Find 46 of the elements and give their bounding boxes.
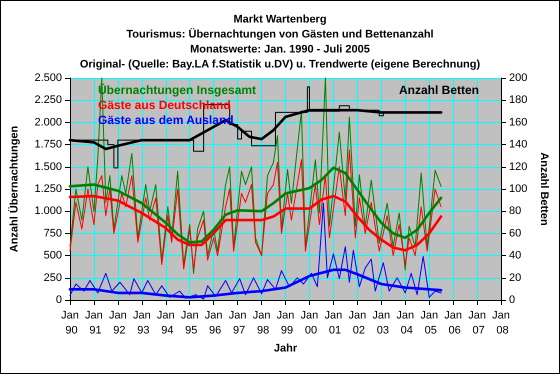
x-tick-label: Jan 02 <box>348 310 366 336</box>
y2-tick-label: 120 <box>509 160 528 173</box>
x-tick-label: Jan 97 <box>228 310 247 336</box>
y-tick-label: 750 <box>44 227 62 240</box>
x-tick-label: Jan 95 <box>180 310 199 336</box>
y-tick-label: 1.750 <box>34 138 62 151</box>
y-tick-label: 0 <box>56 294 62 306</box>
y2-tick-label: 60 <box>509 227 522 240</box>
y-tick-label: 2.000 <box>34 116 62 128</box>
y2-tick-label: 200 <box>509 72 528 84</box>
x-tick-label: Jan 04 <box>396 310 414 336</box>
x-tick-label: Jan 99 <box>276 310 294 336</box>
y2-tick-label: 40 <box>509 250 522 262</box>
y2-axis-title: Anzahl Betten <box>538 152 550 226</box>
x-tick-label: Jan 03 <box>372 310 390 336</box>
y-tick-label: 1.250 <box>34 183 62 195</box>
chart-subtitle: Tourismus: Übernachtungen von Gästen und Bettenanzahl Monatswerte: Jan. 1990 - Juli 2005 Original- (Quelle: Bay.LA f.Statistik u.DV) u. Trendwerte (eigene Berechnung) <box>80 28 480 70</box>
y-tick-label: 500 <box>44 250 62 262</box>
y2-tick-label: 140 <box>509 138 528 151</box>
y2-tick-label: 80 <box>509 205 522 218</box>
x-tick-label: Jan 91 <box>85 310 103 336</box>
y-tick-label: 2.500 <box>34 72 62 84</box>
x-tick-label: Jan 08 <box>492 310 510 336</box>
x-tick-label: Jan 00 <box>300 310 318 336</box>
x-axis-title: Jahr <box>274 342 298 354</box>
x-tick-label: Jan 07 <box>468 310 486 336</box>
x-tick-label: Jan 01 <box>324 310 342 336</box>
x-tick-label: Jan 94 <box>156 310 175 336</box>
y-tick-label: 1.000 <box>34 205 62 218</box>
y2-tick-label: 100 <box>509 183 528 195</box>
x-tick-label: Jan 90 <box>61 310 79 336</box>
y2-tick-label: 0 <box>509 294 516 306</box>
x-tick-label: Jan 05 <box>420 310 438 336</box>
chart-title: Markt Wartenberg <box>233 14 327 26</box>
x-tick-label: Jan 92 <box>108 310 127 336</box>
y-tick-label: 250 <box>44 272 62 284</box>
y2-tick-label: 160 <box>509 116 528 128</box>
x-tick-label: Jan 06 <box>444 310 462 336</box>
y2-tick-label: 20 <box>509 272 522 284</box>
x-tick-label: Jan 96 <box>204 310 223 336</box>
y-tick-label: 1.500 <box>34 160 62 173</box>
y-axis-title: Anzahl Übernachtungen <box>8 125 20 252</box>
y2-tick-label: 180 <box>509 94 528 106</box>
x-tick-label: Jan 98 <box>252 310 270 336</box>
x-tick-label: Jan 93 <box>132 310 151 336</box>
y-tick-label: 2.250 <box>34 94 62 106</box>
